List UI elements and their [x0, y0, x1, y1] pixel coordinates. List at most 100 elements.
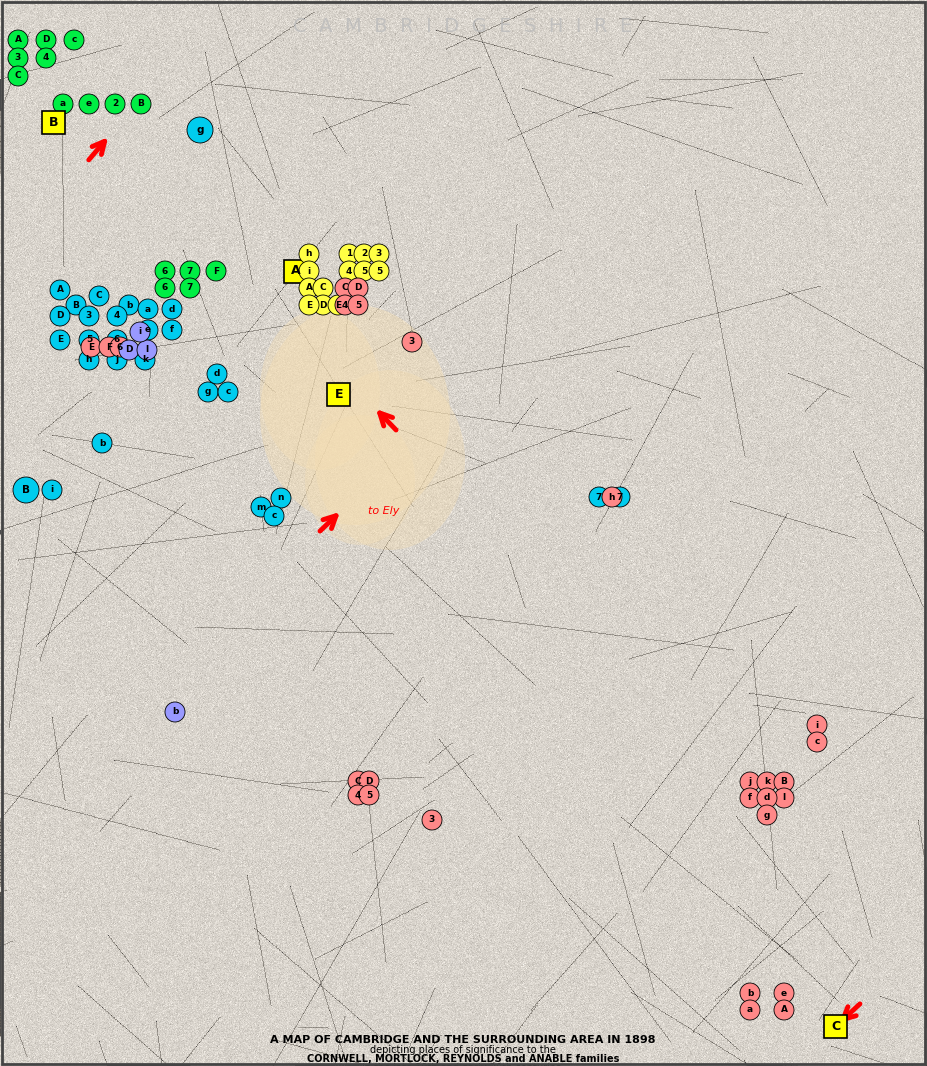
Text: 6: 6 — [162, 284, 168, 292]
Circle shape — [135, 350, 155, 370]
Circle shape — [354, 261, 374, 281]
Text: C: C — [320, 284, 326, 292]
Text: 7: 7 — [596, 492, 603, 501]
Text: F: F — [106, 342, 112, 352]
Text: a: a — [145, 305, 151, 313]
Text: c: c — [272, 512, 276, 520]
Circle shape — [218, 382, 238, 402]
Circle shape — [42, 480, 62, 500]
Circle shape — [740, 1000, 760, 1020]
Circle shape — [207, 364, 227, 384]
Text: 3: 3 — [86, 311, 92, 321]
Circle shape — [757, 805, 777, 825]
Text: A: A — [57, 286, 64, 294]
Circle shape — [198, 382, 218, 402]
Circle shape — [313, 278, 333, 298]
Circle shape — [807, 732, 827, 752]
Circle shape — [589, 487, 609, 507]
Circle shape — [119, 295, 139, 314]
Text: A: A — [15, 35, 21, 45]
Circle shape — [36, 48, 56, 68]
Circle shape — [757, 772, 777, 792]
Text: B: B — [49, 115, 58, 129]
Circle shape — [369, 261, 389, 281]
Text: 7: 7 — [187, 284, 193, 292]
Text: D: D — [57, 311, 64, 321]
Text: d: d — [214, 370, 221, 378]
Circle shape — [354, 244, 374, 264]
Text: b: b — [126, 301, 133, 309]
Circle shape — [13, 477, 39, 503]
Circle shape — [740, 983, 760, 1003]
Circle shape — [299, 278, 319, 298]
Circle shape — [774, 983, 794, 1003]
Text: D: D — [365, 776, 373, 786]
Text: e: e — [86, 99, 92, 109]
Text: 1: 1 — [346, 249, 352, 258]
Text: i: i — [138, 327, 142, 337]
Text: k: k — [764, 777, 770, 787]
Text: a: a — [60, 99, 66, 109]
Circle shape — [8, 66, 28, 86]
Circle shape — [335, 295, 355, 314]
Text: C  A  M  B  R  I  D  G  E  S  H  I  R  E: C A M B R I D G E S H I R E — [293, 17, 632, 36]
Text: 3: 3 — [15, 53, 21, 63]
Text: 7: 7 — [616, 492, 623, 501]
Text: k: k — [142, 355, 148, 365]
FancyBboxPatch shape — [824, 1015, 847, 1037]
Text: 4: 4 — [114, 311, 121, 321]
Circle shape — [402, 332, 422, 352]
Ellipse shape — [260, 305, 450, 524]
Circle shape — [137, 340, 157, 360]
Circle shape — [299, 295, 319, 314]
Circle shape — [610, 487, 630, 507]
Text: 4: 4 — [342, 301, 349, 309]
Text: F: F — [213, 266, 219, 275]
Circle shape — [155, 278, 175, 298]
Text: B: B — [72, 301, 80, 309]
Text: 5: 5 — [361, 266, 367, 275]
Circle shape — [107, 306, 127, 326]
Text: C: C — [832, 1019, 841, 1033]
Circle shape — [313, 295, 333, 314]
Text: E: E — [88, 342, 94, 352]
Text: D: D — [125, 345, 133, 355]
Text: n: n — [278, 494, 285, 502]
Circle shape — [774, 788, 794, 808]
Circle shape — [64, 30, 84, 50]
FancyBboxPatch shape — [327, 383, 350, 405]
Circle shape — [155, 261, 175, 281]
Text: c: c — [814, 738, 819, 746]
Text: D: D — [319, 301, 326, 309]
Circle shape — [740, 788, 760, 808]
Text: B: B — [137, 99, 145, 109]
Ellipse shape — [315, 370, 465, 550]
Text: D: D — [354, 284, 362, 292]
Circle shape — [50, 280, 70, 300]
Circle shape — [602, 487, 622, 507]
Text: i: i — [50, 485, 54, 495]
Circle shape — [271, 488, 291, 508]
Ellipse shape — [305, 415, 415, 545]
Text: j: j — [748, 777, 752, 787]
Circle shape — [130, 322, 150, 342]
Text: e: e — [781, 988, 787, 998]
Circle shape — [66, 295, 86, 314]
Circle shape — [774, 772, 794, 792]
Circle shape — [162, 298, 182, 319]
Circle shape — [740, 772, 760, 792]
Circle shape — [138, 298, 158, 319]
Text: 2: 2 — [361, 249, 367, 258]
Circle shape — [180, 278, 200, 298]
Circle shape — [165, 702, 185, 722]
Text: d: d — [169, 305, 175, 313]
Circle shape — [162, 320, 182, 340]
Circle shape — [299, 244, 319, 264]
FancyBboxPatch shape — [43, 111, 66, 133]
Text: 4: 4 — [346, 266, 352, 275]
Text: D: D — [43, 35, 50, 45]
Circle shape — [187, 117, 213, 143]
Text: j: j — [116, 355, 119, 365]
Circle shape — [89, 286, 109, 306]
Text: c: c — [225, 388, 231, 397]
